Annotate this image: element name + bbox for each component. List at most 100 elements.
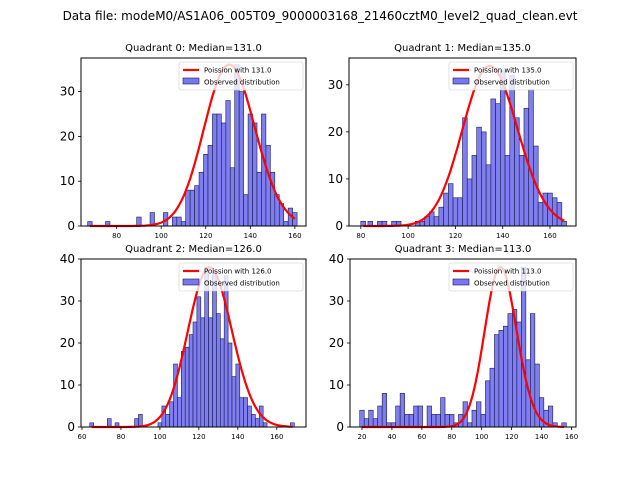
histogram-bar [261, 113, 267, 227]
histogram-bar [157, 422, 163, 428]
histogram-bar [192, 321, 198, 428]
histogram-bar [426, 405, 432, 428]
y-tick-label: 0 [67, 219, 75, 233]
subplot-title: Quadrant 1: Median=135.0 [394, 43, 531, 54]
histogram-bar [185, 189, 191, 227]
x-tick-label: 160 [565, 433, 578, 441]
x-tick-label: 60 [78, 433, 87, 441]
x-tick-label: 120 [199, 232, 212, 240]
histogram-bar [404, 414, 410, 428]
x-tick-label: 100 [401, 232, 414, 240]
x-tick-label: 20 [358, 433, 367, 441]
histogram-bar [106, 418, 112, 428]
histogram-bar [368, 409, 374, 428]
histogram-bar [489, 367, 495, 428]
y-tick-label: 0 [336, 420, 344, 434]
histogram-bar [504, 155, 511, 227]
x-tick-label: 140 [496, 232, 509, 240]
histogram-bar [200, 317, 206, 428]
histogram-bar [408, 414, 414, 428]
histogram-bar [225, 100, 231, 227]
histogram-bar [189, 189, 195, 227]
histogram-bar [216, 113, 222, 227]
histogram-bar [503, 325, 509, 428]
histogram-bar [431, 414, 437, 428]
legend-box [448, 61, 574, 91]
x-tick-label: 120 [505, 433, 518, 441]
histogram-bar [537, 202, 544, 227]
axes-frame [348, 57, 577, 227]
histogram-bar [188, 334, 194, 428]
histogram-bar [509, 75, 515, 227]
histogram-bar [381, 393, 387, 428]
legend-label-observed: Observed distribution [474, 280, 550, 288]
histogram-bar [239, 397, 244, 428]
legend-box [178, 262, 304, 292]
histogram-bar [462, 117, 468, 227]
subplot-quadrant-1: Quadrant 1: Median=135.0 80 100 120 140 160 0 1… [328, 43, 577, 240]
x-tick-label: 140 [535, 433, 548, 441]
histogram-bar [212, 113, 218, 227]
histogram-bar [372, 418, 378, 428]
histogram-bar [433, 216, 440, 227]
histogram-bar [521, 267, 527, 428]
x-tick-label: 80 [356, 232, 365, 240]
histogram-bar [500, 70, 506, 227]
legend: Poission with 131.0 Observed distribution [178, 61, 304, 91]
histogram-bar [229, 167, 236, 227]
histogram-bar [480, 414, 486, 428]
histogram-bar [208, 317, 213, 428]
histogram-bar [556, 202, 563, 227]
histogram-bar [518, 155, 525, 227]
x-tick-label: 60 [417, 433, 426, 441]
y-tick-label: 20 [328, 125, 343, 139]
histogram-bar [495, 103, 501, 227]
subplot-title: Quadrant 0: Median=131.0 [125, 43, 262, 54]
histogram-bar [476, 126, 482, 227]
y-tick-label: 30 [328, 78, 343, 92]
legend-bar-swatch [182, 77, 200, 85]
histogram-bar [561, 220, 567, 227]
histogram-bar [283, 221, 289, 227]
x-tick-label: 140 [231, 433, 244, 441]
histogram-bar [256, 171, 262, 227]
legend-label-poisson: Poission with 126.0 [204, 268, 272, 276]
histogram-bar [196, 296, 202, 428]
histogram-bar [181, 351, 186, 428]
histogram-bar [444, 414, 450, 428]
x-tick-label: 160 [543, 232, 556, 240]
histogram-bar [231, 376, 237, 428]
histogram-bar [485, 380, 491, 428]
legend: Poission with 126.0 Observed distribution [178, 262, 304, 292]
histogram-bar [417, 405, 423, 428]
histogram-bar [438, 206, 444, 227]
histogram-bar [216, 313, 221, 428]
histogram-bar [440, 397, 446, 428]
histogram-bar [194, 185, 200, 227]
histogram-bar [443, 192, 449, 227]
histogram-bar [184, 346, 190, 428]
histogram-bar [243, 397, 248, 428]
histogram-bar [180, 221, 187, 227]
histogram-bar [238, 91, 244, 227]
histogram-bar [262, 422, 268, 428]
legend-label-poisson: Poission with 131.0 [204, 67, 272, 75]
y-tick-label: 20 [60, 336, 75, 350]
x-tick-label: 80 [447, 433, 456, 441]
x-tick-label: 100 [153, 433, 166, 441]
legend: Poission with 135.0 Observed distribution [448, 61, 574, 91]
y-tick-label: 10 [328, 172, 343, 186]
histogram-bar [419, 220, 425, 227]
x-tick-label: 120 [192, 433, 205, 441]
y-tick-label: 0 [67, 420, 75, 434]
histogram-bar [255, 418, 260, 428]
subplot-quadrant-2: Quadrant 2: Median=126.060 80 100 120 140 160… [60, 244, 307, 441]
histogram-bar [227, 342, 233, 428]
histogram-bar [452, 197, 459, 227]
histogram-bar [247, 405, 252, 428]
histogram-bar [251, 414, 256, 428]
histogram-bar [377, 405, 383, 428]
y-tick-label: 20 [329, 336, 344, 350]
x-tick-label: 120 [449, 232, 462, 240]
